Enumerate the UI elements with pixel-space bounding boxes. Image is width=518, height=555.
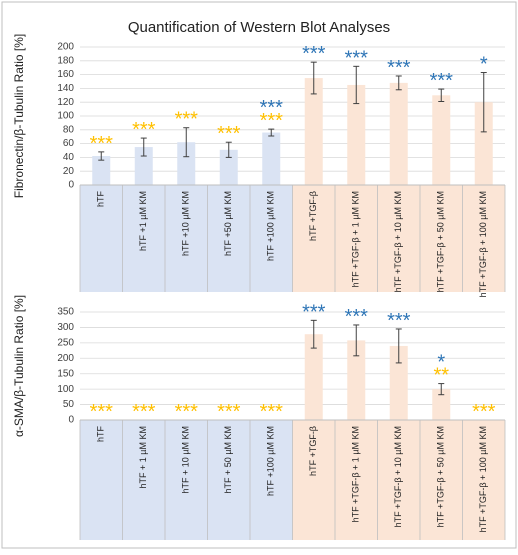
x-tick-label: hTF +TGF-β + 10 µM KM <box>393 426 403 527</box>
category-panel <box>335 420 378 540</box>
bar <box>474 102 493 185</box>
y-tick-label: 160 <box>57 69 74 80</box>
y-tick-label: 80 <box>63 124 75 135</box>
category-panel <box>462 420 505 540</box>
category-panel <box>207 420 250 540</box>
y-tick-label: 100 <box>57 111 74 122</box>
category-panel <box>207 185 250 292</box>
significance-stars: *** <box>175 401 199 423</box>
bar <box>389 82 408 185</box>
significance-stars: *** <box>175 109 199 131</box>
category-panel <box>165 185 208 292</box>
bar <box>432 389 451 420</box>
x-tick-label: hTF + 50 µM KM <box>223 426 233 493</box>
y-tick-label: 100 <box>57 384 74 395</box>
y-tick-label: 200 <box>57 353 74 364</box>
x-tick-label: hTF +TGF-β + 10 µM KM <box>393 191 403 292</box>
x-tick-label: hTF +TGF-β + 1 µM KM <box>351 191 361 287</box>
bar <box>347 84 366 185</box>
significance-stars: ** <box>433 365 449 387</box>
bar <box>304 334 323 420</box>
category-panel <box>420 420 463 540</box>
category-panel <box>420 185 463 292</box>
x-tick-label: hTF +TGF-β + 100 µM KM <box>478 426 488 532</box>
significance-stars: *** <box>260 110 284 132</box>
y-tick-label: 0 <box>68 180 74 191</box>
significance-stars: *** <box>472 401 496 423</box>
y-tick-label: 120 <box>57 97 74 108</box>
significance-stars: *** <box>345 306 369 328</box>
y-tick-label: 350 <box>57 307 74 318</box>
bar <box>177 142 196 185</box>
bar <box>432 95 451 185</box>
bar <box>304 78 323 185</box>
category-panel <box>80 185 123 292</box>
y-tick-label: 50 <box>63 399 75 410</box>
x-tick-label: hTF +50 µM KM <box>223 191 233 256</box>
category-panel <box>377 420 420 540</box>
x-tick-label: hTF +100 µM KM <box>266 426 276 496</box>
y-tick-label: 300 <box>57 322 74 333</box>
x-tick-label: hTF +1 µM KM <box>138 191 148 251</box>
bar <box>262 132 281 185</box>
significance-stars: *** <box>302 43 326 65</box>
significance-stars: *** <box>217 401 241 423</box>
category-panel <box>122 420 165 540</box>
category-panel <box>335 185 378 292</box>
y-tick-label: 60 <box>63 138 75 149</box>
category-panel <box>292 185 335 292</box>
category-panel <box>377 185 420 292</box>
significance-stars: *** <box>217 123 241 145</box>
x-tick-label: hTF <box>96 191 106 208</box>
y-tick-label: 20 <box>63 166 75 177</box>
y-tick-label: 40 <box>63 152 75 163</box>
significance-stars: *** <box>260 97 284 119</box>
bar <box>92 156 111 185</box>
significance-stars: *** <box>260 401 284 423</box>
bar <box>219 149 238 185</box>
category-panel <box>292 420 335 540</box>
significance-stars: *** <box>387 310 411 332</box>
significance-stars: *** <box>132 119 156 141</box>
category-panel <box>122 185 165 292</box>
bar <box>389 345 408 420</box>
significance-stars: *** <box>302 301 326 323</box>
significance-stars: *** <box>90 133 114 155</box>
x-tick-label: hTF +TGF-β + 100 µM KM <box>478 191 488 297</box>
x-tick-label: hTF +TGF-β <box>308 426 318 476</box>
x-tick-label: hTF +TGF-β + 1 µM KM <box>351 426 361 522</box>
significance-stars: *** <box>387 57 411 79</box>
y-tick-label: 180 <box>57 55 74 66</box>
x-tick-label: hTF <box>96 426 106 443</box>
significance-stars: * <box>480 54 488 76</box>
x-tick-label: hTF + 10 µM KM <box>181 426 191 493</box>
significance-stars: *** <box>345 47 369 69</box>
bar <box>347 340 366 420</box>
y-axis-label: α-SMA/β-Tubulin Ratio [%] <box>12 295 26 437</box>
x-tick-label: hTF +TGF-β + 50 µM KM <box>436 426 446 527</box>
significance-stars: * <box>437 352 445 374</box>
category-panel <box>165 420 208 540</box>
category-panel <box>250 420 293 540</box>
significance-stars: *** <box>430 70 454 92</box>
significance-stars: *** <box>132 401 156 423</box>
y-tick-label: 140 <box>57 83 74 94</box>
x-tick-label: hTF + 1 µM KM <box>138 426 148 488</box>
x-tick-label: hTF +TGF-β + 50 µM KM <box>436 191 446 292</box>
x-tick-label: hTF +10 µM KM <box>181 191 191 256</box>
y-axis-label: Fibronectin/β-Tubulin Ratio [%] <box>12 34 26 199</box>
category-panel <box>462 185 505 292</box>
bar <box>134 147 153 185</box>
y-tick-label: 150 <box>57 368 74 379</box>
category-panel <box>80 420 123 540</box>
y-tick-label: 0 <box>68 415 74 426</box>
chart-title: Quantification of Western Blot Analyses <box>128 19 390 36</box>
y-tick-label: 200 <box>57 42 74 53</box>
category-panel <box>250 185 293 292</box>
x-tick-label: hTF +100 µM KM <box>266 191 276 261</box>
significance-stars: *** <box>90 401 114 423</box>
y-tick-label: 250 <box>57 337 74 348</box>
x-tick-label: hTF +TGF-β <box>308 191 318 241</box>
